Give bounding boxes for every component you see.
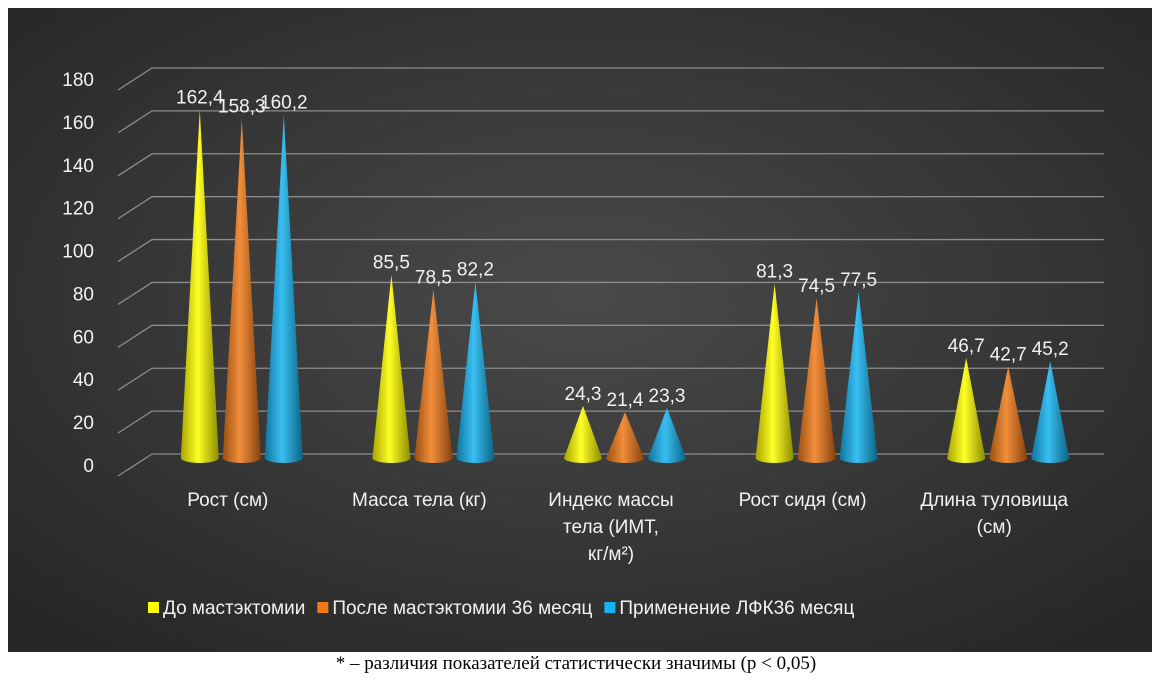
data-label: 82,2 — [457, 260, 494, 281]
category-label: Длина туловища (см) — [920, 490, 1068, 538]
y-tick-label: 180 — [62, 70, 94, 91]
legend-swatch — [604, 602, 616, 613]
y-tick-label: 60 — [73, 327, 94, 348]
legend-label: Применение ЛФК36 месяц — [619, 598, 854, 619]
y-tick-label: 160 — [62, 113, 94, 134]
y-tick-label: 40 — [73, 370, 94, 391]
data-label: 23,3 — [649, 386, 686, 407]
gridline — [117, 281, 1104, 305]
gridline — [117, 238, 1104, 263]
data-label: 160,2 — [260, 92, 308, 113]
cone-bar — [414, 289, 453, 463]
category-label: Индекс массы тела (ИМТ, кг/м²) — [548, 490, 673, 565]
data-label: 42,7 — [990, 344, 1027, 365]
y-tick-label: 100 — [62, 242, 94, 263]
legend-item: До мастэктомии — [148, 598, 305, 619]
gridline — [117, 153, 1104, 177]
cone-bar — [456, 281, 495, 463]
cone-bar-chart: 0 20 40 60 80 100 120 140 160 180 162,4158,3160,2… — [8, 8, 1152, 652]
data-label: 46,7 — [948, 336, 985, 357]
cone-bar — [989, 366, 1028, 463]
y-tick-label: 0 — [83, 456, 94, 477]
y-tick-label: 120 — [62, 199, 94, 220]
gridline — [117, 367, 1104, 391]
category-label: Рост (см) — [187, 490, 268, 511]
legend-label: До мастэктомии — [163, 598, 305, 619]
chart-container: 0 20 40 60 80 100 120 140 160 180 162,4 158,3 160,2… — [8, 8, 1152, 652]
cone-bar — [222, 118, 261, 463]
cone-bar — [372, 274, 411, 463]
data-label: 77,5 — [840, 270, 877, 291]
data-label: 45,2 — [1032, 339, 1069, 360]
data-label: 158,3 — [218, 97, 266, 118]
y-tick-label: 140 — [62, 156, 94, 177]
cone-bar — [606, 412, 644, 463]
legend-item: Применение ЛФК36 месяц — [604, 598, 854, 619]
cone-bar — [1031, 361, 1070, 463]
cone-bar — [648, 408, 686, 463]
category-label: Рост сидя (см) — [739, 490, 867, 511]
cone-bar — [564, 405, 602, 463]
data-label: 21,4 — [607, 390, 644, 411]
gridline — [117, 67, 1104, 91]
data-label: 81,3 — [756, 262, 793, 283]
cone-bar — [264, 114, 303, 464]
cone-bar — [180, 109, 219, 464]
gridline — [117, 110, 1104, 134]
legend-item: После мастэктомии 36 месяц — [317, 598, 592, 619]
gridline — [117, 324, 1104, 348]
y-tick-label: 20 — [73, 413, 94, 434]
cone-bar — [755, 283, 794, 463]
cone-bar — [947, 357, 986, 463]
data-label: 85,5 — [373, 253, 410, 274]
legend-swatch — [148, 602, 159, 613]
y-tick-label: 80 — [73, 284, 94, 305]
legend-label: После мастэктомии 36 месяц — [332, 598, 592, 619]
data-label: 162,4 — [176, 88, 224, 109]
gridline — [117, 196, 1104, 220]
cone-bar — [839, 291, 878, 463]
data-label: 74,5 — [798, 276, 835, 297]
legend-swatch — [317, 602, 329, 613]
footnote: * – различия показателей статистически з… — [335, 653, 817, 674]
data-label: 24,3 — [565, 384, 602, 405]
cone-bar — [797, 298, 836, 463]
category-label: Масса тела (кг) — [352, 490, 487, 511]
data-label: 78,5 — [415, 268, 452, 289]
